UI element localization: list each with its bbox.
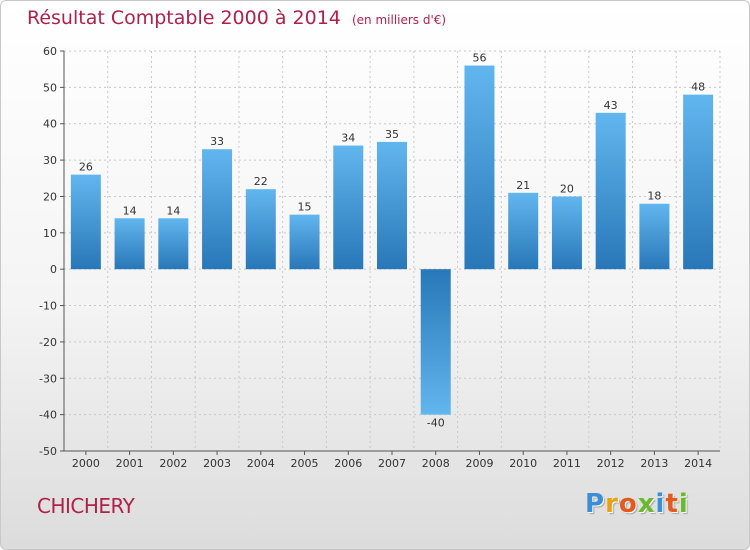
- bar-2013: [639, 203, 670, 270]
- x-tick-label: 2012: [597, 457, 625, 470]
- data-label-2000: 26: [79, 161, 93, 174]
- data-label-2005: 15: [298, 201, 312, 214]
- bar-2012: [595, 112, 626, 270]
- data-label-2006: 34: [341, 132, 355, 145]
- y-tick-label: 30: [43, 154, 57, 167]
- data-label-2011: 20: [560, 182, 574, 195]
- data-label-2012: 43: [604, 99, 618, 112]
- bar-2000: [70, 174, 101, 270]
- x-tick-label: 2014: [684, 457, 712, 470]
- y-tick-label: 60: [43, 45, 57, 58]
- bar-2014: [683, 94, 714, 270]
- y-tick-label: -30: [39, 372, 57, 385]
- bar-2003: [202, 149, 233, 270]
- y-tick-label: -40: [39, 409, 57, 422]
- data-label-2003: 33: [210, 135, 224, 148]
- data-label-2010: 21: [516, 179, 530, 192]
- x-tick-label: 2010: [509, 457, 537, 470]
- data-label-2013: 18: [647, 190, 661, 203]
- x-tick-label: 2011: [553, 457, 581, 470]
- bar-2002: [158, 218, 189, 270]
- y-tick-label: 50: [43, 81, 57, 94]
- y-tick-label: 10: [43, 227, 57, 240]
- data-label-2001: 14: [123, 204, 137, 217]
- data-label-2014: 48: [691, 81, 705, 94]
- bar-2008: [420, 269, 451, 415]
- label-layer: 26 14 14 33 22 15 34 35 -40 56 21 20 43 18 48: [79, 52, 705, 430]
- y-tick-label: -50: [39, 445, 57, 458]
- data-label-2008: -40: [427, 417, 445, 430]
- bar-2009: [464, 65, 495, 270]
- bar-2004: [245, 189, 276, 270]
- town-name: CHICHERY: [37, 494, 135, 518]
- data-label-2004: 22: [254, 175, 268, 188]
- x-tick-label: 2005: [291, 457, 319, 470]
- y-tick-label: 20: [43, 190, 57, 203]
- y-tick-label: 40: [43, 118, 57, 131]
- bar-2011: [551, 196, 582, 270]
- bar-2010: [508, 192, 539, 270]
- x-tick-label: 2007: [378, 457, 406, 470]
- x-tick-label: 2000: [72, 457, 100, 470]
- y-tick-label: -20: [39, 336, 57, 349]
- bar-2006: [333, 145, 364, 270]
- bar-2001: [114, 218, 145, 270]
- x-tick-label: 2002: [159, 457, 187, 470]
- bar-2005: [289, 214, 320, 270]
- bar-layer: [70, 65, 714, 415]
- chart-subtitle: (en milliers d'€): [351, 13, 447, 27]
- chart-title: Résultat Comptable 2000 à 2014: [27, 7, 341, 29]
- x-tick-label: 2001: [116, 457, 144, 470]
- y-tick-label: 0: [50, 263, 57, 276]
- bar-2007: [377, 141, 407, 270]
- data-label-2002: 14: [166, 204, 180, 217]
- data-label-2009: 56: [472, 52, 486, 65]
- y-tick-label: -10: [39, 300, 57, 313]
- proxiti-logo: Proxiti: [585, 489, 689, 519]
- x-tick-label: 2006: [334, 457, 362, 470]
- data-label-2007: 35: [385, 128, 399, 141]
- x-tick-label: 2003: [203, 457, 231, 470]
- x-tick-label: 2004: [247, 457, 275, 470]
- x-tick-label: 2009: [465, 457, 493, 470]
- x-tick-label: 2013: [640, 457, 668, 470]
- x-tick-label: 2008: [422, 457, 450, 470]
- title-row: Résultat Comptable 2000 à 2014 (en milli…: [27, 7, 446, 29]
